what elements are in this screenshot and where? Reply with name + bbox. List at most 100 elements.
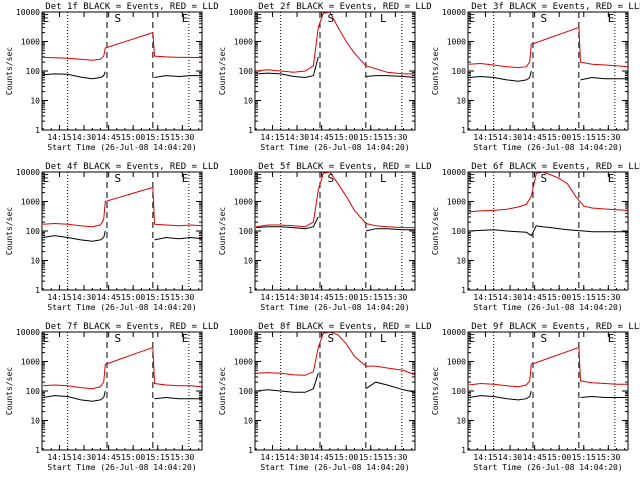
x-tick-label: 14:15 <box>473 293 497 302</box>
events-series-line <box>256 216 415 232</box>
y-tick-label: 1000 <box>447 198 466 207</box>
y-tick-label: 10000 <box>16 8 40 17</box>
x-tick-label: 14:30 <box>498 133 522 142</box>
y-axis-label: Counts/sec <box>5 47 14 95</box>
x-tick-label: 15:30 <box>170 453 194 462</box>
panel-title: Det 1f BLACK = Events, RED = LLD <box>45 2 218 12</box>
y-tick-label: 100 <box>452 387 467 396</box>
detector-panel-5: Det 5f BLACK = Events, RED = LLD 1 10 100 10… <box>218 162 432 312</box>
phase-marker-e: E <box>255 172 262 185</box>
y-tick-label: 1 <box>35 126 40 135</box>
x-tick-label: 14:15 <box>260 133 284 142</box>
lld-series-line <box>43 346 202 390</box>
x-tick-label: 14:45 <box>523 293 547 302</box>
phase-marker-l: L <box>380 332 387 345</box>
panel-title: Det 6f BLACK = Events, RED = LLD <box>471 162 640 172</box>
y-tick-label: 100 <box>239 227 254 236</box>
lld-series-line <box>43 186 202 228</box>
y-tick-label: 10 <box>456 97 466 106</box>
x-tick-label: 15:30 <box>596 293 620 302</box>
y-tick-label: 1000 <box>234 358 253 367</box>
y-tick-label: 100 <box>26 227 41 236</box>
x-tick-label: 14:15 <box>260 453 284 462</box>
x-tick-label: 14:30 <box>72 453 96 462</box>
phase-marker-s: S <box>328 172 335 185</box>
phase-marker-e: E <box>608 172 615 185</box>
y-tick-label: 1 <box>35 446 40 455</box>
x-tick-label: 15:00 <box>121 133 145 142</box>
x-tick-label: 14:15 <box>473 133 497 142</box>
detector-panel-6: Det 6f BLACK = Events, RED = LLD 1 10 100 10… <box>431 162 640 312</box>
lld-series-line <box>469 346 628 388</box>
x-tick-label: 15:30 <box>383 293 407 302</box>
phase-marker-l: L <box>380 12 387 25</box>
y-tick-label: 1 <box>461 126 466 135</box>
phase-marker-e: E <box>468 12 475 25</box>
x-tick-label: 14:30 <box>498 453 522 462</box>
x-tick-label: 14:30 <box>72 293 96 302</box>
y-tick-label: 10 <box>456 257 466 266</box>
panel-title: Det 9f BLACK = Events, RED = LLD <box>471 322 640 332</box>
events-series-line <box>256 56 415 79</box>
phase-marker-e: E <box>608 332 615 345</box>
x-tick-label: 14:30 <box>72 133 96 142</box>
x-tick-label: 15:00 <box>121 293 145 302</box>
x-tick-label: 15:30 <box>596 133 620 142</box>
phase-marker-s: S <box>328 332 335 345</box>
x-tick-label: 14:45 <box>97 293 121 302</box>
y-axis-label: Counts/sec <box>218 47 227 95</box>
y-axis-label: Counts/sec <box>431 207 440 255</box>
y-tick-label: 100 <box>26 67 41 76</box>
y-axis-label: Counts/sec <box>431 367 440 415</box>
plot-frame <box>467 331 629 451</box>
x-tick-label: 14:15 <box>473 453 497 462</box>
y-tick-label: 10 <box>30 97 40 106</box>
y-tick-label: 1 <box>248 446 253 455</box>
x-tick-label: 15:15 <box>359 453 383 462</box>
x-tick-label: 14:30 <box>498 293 522 302</box>
y-tick-label: 10000 <box>16 328 40 337</box>
x-tick-label: 14:15 <box>47 133 71 142</box>
y-tick-label: 1 <box>248 286 253 295</box>
x-tick-label: 15:30 <box>170 293 194 302</box>
y-tick-label: 10 <box>243 257 253 266</box>
phase-marker-e: E <box>608 12 615 25</box>
lld-series-line <box>256 172 415 229</box>
y-tick-label: 1 <box>461 446 466 455</box>
x-tick-label: 15:15 <box>146 453 170 462</box>
x-tick-label: 15:15 <box>572 133 596 142</box>
x-axis-label: Start Time (26-Jul-08 14:04:20) <box>47 463 196 472</box>
x-axis-label: Start Time (26-Jul-08 14:04:20) <box>473 303 622 312</box>
y-tick-label: 10000 <box>442 168 466 177</box>
detector-panel-9: Det 9f BLACK = Events, RED = LLD 1 10 100 10… <box>431 322 640 472</box>
x-tick-label: 14:30 <box>285 293 309 302</box>
y-tick-label: 1000 <box>21 38 40 47</box>
detector-panel-8: Det 8f BLACK = Events, RED = LLD 1 10 100 10… <box>218 322 432 472</box>
lld-series-line <box>256 332 415 376</box>
y-tick-label: 1000 <box>447 38 466 47</box>
detector-panel-7: Det 7f BLACK = Events, RED = LLD 1 10 100 10… <box>5 322 219 472</box>
panel-title: Det 4f BLACK = Events, RED = LLD <box>45 162 218 172</box>
plot-frame <box>254 331 416 451</box>
x-tick-label: 14:15 <box>47 453 71 462</box>
y-tick-label: 100 <box>26 387 41 396</box>
x-tick-label: 14:30 <box>285 133 309 142</box>
plot-frame <box>41 331 203 451</box>
phase-marker-e: E <box>182 12 189 25</box>
x-tick-label: 15:15 <box>359 293 383 302</box>
phase-marker-s: S <box>115 332 122 345</box>
plot-frame <box>467 171 629 291</box>
plot-frame <box>41 171 203 291</box>
phase-marker-e: E <box>182 332 189 345</box>
x-tick-label: 15:15 <box>146 293 170 302</box>
y-tick-label: 10 <box>243 97 253 106</box>
y-tick-label: 10000 <box>229 8 253 17</box>
phase-marker-e: E <box>182 172 189 185</box>
x-tick-label: 14:45 <box>310 293 334 302</box>
events-series-line <box>43 390 202 402</box>
x-tick-label: 15:00 <box>547 453 571 462</box>
phase-marker-s: S <box>115 12 122 25</box>
x-tick-label: 14:15 <box>47 293 71 302</box>
detector-panel-1: Det 1f BLACK = Events, RED = LLD 1 10 100 10… <box>5 2 219 152</box>
x-axis-label: Start Time (26-Jul-08 14:04:20) <box>47 303 196 312</box>
